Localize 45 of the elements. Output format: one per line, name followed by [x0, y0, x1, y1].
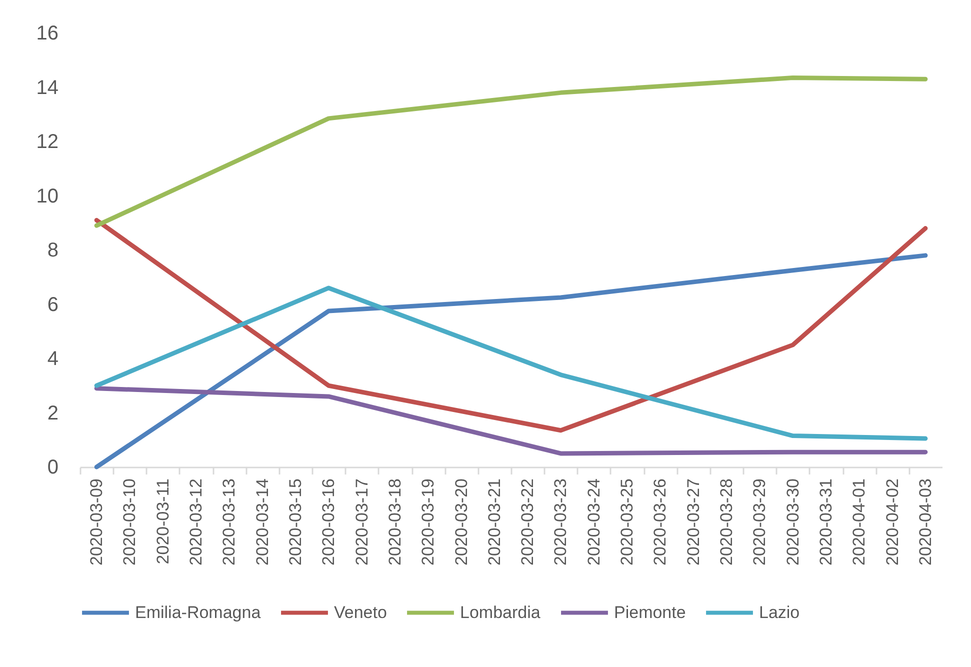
x-tick-label: 2020-03-18 — [385, 478, 404, 566]
x-tick-label: 2020-03-28 — [717, 478, 736, 566]
x-tick-label: 2020-03-27 — [684, 478, 703, 566]
x-tick-label: 2020-03-21 — [484, 478, 504, 566]
x-tick-label: 2020-04-03 — [916, 478, 935, 566]
x-tick-label: 2020-03-12 — [186, 478, 206, 566]
x-tick-label: 2020-03-24 — [584, 478, 604, 566]
x-tick-label: 2020-03-11 — [153, 478, 172, 564]
line-series — [94, 76, 928, 228]
x-tick-label: 2020-03-09 — [87, 478, 106, 566]
x-tick-label: 2020-03-15 — [286, 478, 305, 566]
legend-label: Lombardia — [460, 602, 541, 622]
x-tick-label: 2020-03-13 — [220, 478, 239, 566]
x-tick-label: 2020-03-29 — [750, 478, 770, 566]
x-tick-label: 2020-03-10 — [120, 478, 140, 566]
y-tick-label: 4 — [47, 348, 58, 370]
x-tick-label: 2020-03-19 — [418, 478, 438, 566]
x-tick-label: 2020-03-17 — [352, 478, 372, 566]
line-series — [94, 386, 928, 456]
line-series — [94, 286, 928, 441]
y-tick-label: 0 — [47, 456, 58, 478]
legend-label: Veneto — [334, 602, 387, 622]
y-tick-label: 16 — [36, 22, 58, 44]
x-tick-label: 2020-03-23 — [551, 478, 570, 566]
y-tick-label: 14 — [36, 76, 58, 99]
x-tick-label: 2020-03-20 — [452, 478, 471, 566]
y-tick-label: 2 — [47, 402, 58, 424]
x-tick-label: 2020-03-14 — [252, 478, 272, 566]
x-tick-label: 2020-04-02 — [882, 478, 902, 566]
x-tick-label: 2020-03-16 — [319, 478, 338, 566]
y-tick-label: 10 — [36, 185, 58, 208]
x-tick-label: 2020-04-01 — [850, 478, 869, 566]
y-tick-label: 12 — [36, 131, 58, 153]
x-tick-label: 2020-03-25 — [618, 478, 637, 566]
x-tick-label: 2020-03-26 — [650, 478, 670, 566]
line-series — [94, 218, 928, 433]
legend-label: Emilia-Romagna — [135, 602, 262, 622]
y-tick-label: 8 — [47, 240, 58, 262]
line-series — [94, 253, 928, 470]
legend-label: Piemonte — [614, 602, 686, 622]
x-tick-label: 2020-03-22 — [518, 478, 538, 566]
legend-label: Lazio — [759, 602, 800, 622]
x-tick-label: 2020-03-31 — [816, 478, 836, 566]
x-tick-label: 2020-03-30 — [783, 478, 802, 566]
y-tick-label: 6 — [47, 294, 58, 316]
